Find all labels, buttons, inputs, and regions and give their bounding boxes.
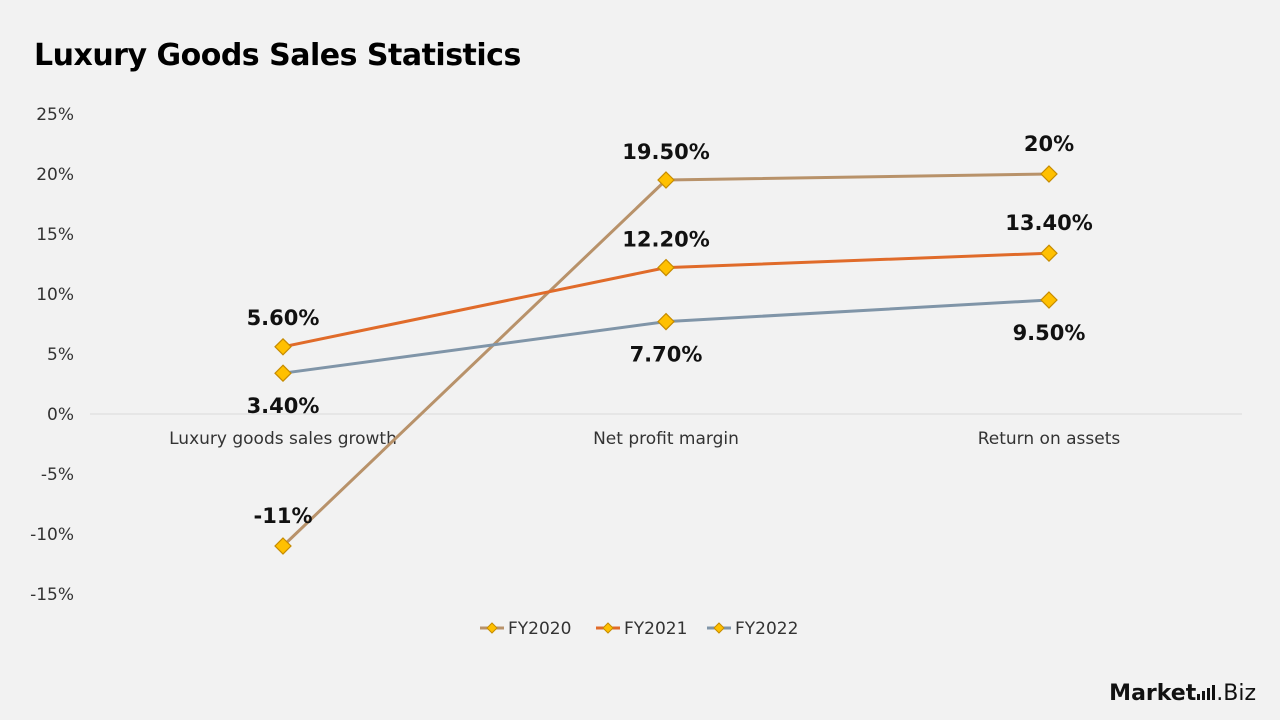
data-point-marker xyxy=(274,337,292,356)
y-axis: 25% 20% 15% 10% 5% 0% -5% -10% -15% xyxy=(30,105,74,605)
x-axis: Luxury goods sales growth Net profit marg… xyxy=(90,413,1242,449)
x-category-label: Net profit margin xyxy=(593,429,739,449)
data-labels: -11% 19.50% 20% 5.60% 12.20% 13.40% 3.40% 7.70%… xyxy=(247,132,1093,528)
data-point-marker xyxy=(1040,244,1058,263)
data-markers xyxy=(274,165,1058,555)
chart-title: Luxury Goods Sales Statistics xyxy=(34,38,521,73)
legend-item-fy2020: FY2020 xyxy=(480,619,571,639)
data-point-marker xyxy=(657,171,675,189)
data-point-marker xyxy=(1040,291,1058,309)
y-tick-label: -15% xyxy=(30,585,74,605)
legend-label: FY2022 xyxy=(735,619,798,639)
data-label: 3.40% xyxy=(247,394,320,418)
y-tick-label: 0% xyxy=(47,405,74,425)
legend: FY2020 FY2021 FY2022 xyxy=(480,619,798,639)
brand-logo: Market .Biz xyxy=(1109,681,1256,706)
legend-item-fy2021: FY2021 xyxy=(596,619,687,639)
legend-label: FY2020 xyxy=(508,619,571,639)
x-category-label: Luxury goods sales growth xyxy=(169,429,397,449)
y-tick-label: 5% xyxy=(47,345,74,365)
data-label: 7.70% xyxy=(630,343,703,367)
legend-item-fy2022: FY2022 xyxy=(707,619,798,639)
data-point-marker xyxy=(657,312,675,331)
data-point-marker xyxy=(274,364,292,383)
data-label: 13.40% xyxy=(1005,211,1092,235)
data-point-marker xyxy=(1040,165,1058,183)
data-point-marker xyxy=(274,537,292,555)
data-label: -11% xyxy=(254,504,313,528)
legend-label: FY2021 xyxy=(624,619,687,639)
y-tick-label: 20% xyxy=(36,165,74,185)
data-point-marker xyxy=(657,258,675,277)
legend-marker-swatch xyxy=(602,622,614,634)
y-tick-label: -5% xyxy=(41,465,74,485)
legend-marker-swatch xyxy=(486,622,498,634)
y-tick-label: -10% xyxy=(30,525,74,545)
brand-bars-icon xyxy=(1197,685,1216,700)
data-label: 12.20% xyxy=(622,228,709,252)
legend-marker-swatch xyxy=(713,622,725,634)
data-label: 19.50% xyxy=(622,140,709,164)
y-tick-label: 25% xyxy=(36,105,74,125)
brand-name-part2: .Biz xyxy=(1216,681,1256,706)
data-label: 5.60% xyxy=(247,306,320,330)
x-category-label: Return on assets xyxy=(978,429,1121,449)
data-label: 20% xyxy=(1024,132,1074,156)
y-tick-label: 10% xyxy=(36,285,74,305)
brand-name-part1: Market xyxy=(1109,681,1197,706)
y-tick-label: 15% xyxy=(36,225,74,245)
data-label: 9.50% xyxy=(1013,321,1086,345)
